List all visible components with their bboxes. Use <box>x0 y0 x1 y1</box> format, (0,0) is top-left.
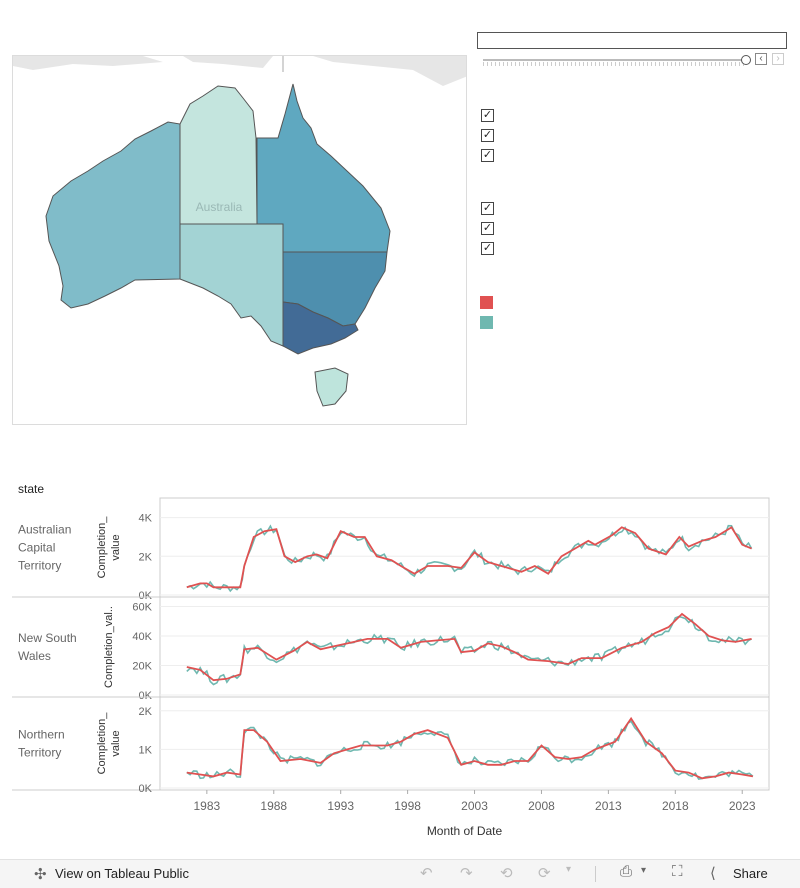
tableau-logo-icon: ✣ <box>34 866 47 883</box>
map-state-south-australia[interactable] <box>179 223 284 347</box>
y-tick-label: 2K <box>139 551 153 563</box>
x-tick-label: 2023 <box>729 799 756 813</box>
series-trend-line[interactable] <box>186 716 754 780</box>
share-icon[interactable]: ⟨ <box>710 865 716 882</box>
chevron-left-icon: ‹ <box>759 53 763 64</box>
map-state-tasmania[interactable] <box>314 367 349 407</box>
y-axis-title: value <box>110 730 122 756</box>
y-axis-title: Completion_ <box>96 712 108 775</box>
share-button[interactable]: Share <box>733 866 768 881</box>
y-tick-label: 0K <box>139 690 153 702</box>
refresh-dropdown-icon[interactable]: ▾ <box>566 864 572 875</box>
date-slider-ticks <box>483 62 745 66</box>
series-actual-line[interactable] <box>186 615 752 686</box>
filter-checkbox-6[interactable]: ✓ <box>481 242 494 255</box>
series-trend-line[interactable] <box>186 612 752 682</box>
filter-checkbox-5[interactable]: ✓ <box>481 222 494 235</box>
download-icon[interactable]: ⎙ <box>620 863 633 880</box>
x-tick-label: 2013 <box>595 799 622 813</box>
date-slider-track[interactable] <box>483 59 745 61</box>
state-row-label: Northern <box>18 728 65 742</box>
y-tick-label: 60K <box>132 601 152 613</box>
series-actual-line[interactable] <box>186 720 754 780</box>
refresh-icon[interactable]: ⟳ <box>538 865 551 882</box>
slider-step-forward-button[interactable]: › <box>772 53 784 65</box>
map-country-label: Australia <box>196 200 243 214</box>
x-tick-label: 1993 <box>327 799 354 813</box>
state-row-label: Capital <box>18 541 55 555</box>
map-canvas: Australia <box>13 56 466 407</box>
x-tick-label: 2018 <box>662 799 689 813</box>
chevron-right-icon: › <box>776 53 780 64</box>
x-tick-label: 2008 <box>528 799 555 813</box>
filter-checkbox-4[interactable]: ✓ <box>481 202 494 215</box>
legend-swatch-actual[interactable] <box>480 316 493 329</box>
revert-icon[interactable]: ⟲ <box>500 865 513 882</box>
australia-map[interactable]: Australia <box>12 55 467 425</box>
y-tick-label: 20K <box>132 660 152 672</box>
y-axis-title: Completion_val.. <box>103 606 115 688</box>
download-dropdown-icon[interactable]: ▾ <box>641 865 647 876</box>
legend-swatch-trend[interactable] <box>480 296 493 309</box>
filter-checkbox-2[interactable]: ✓ <box>481 129 494 142</box>
view-on-tableau-public-link[interactable]: View on Tableau Public <box>55 866 189 881</box>
toolbar-divider <box>595 866 596 882</box>
state-row-label: New South <box>18 631 77 645</box>
redo-icon[interactable]: ↷ <box>460 865 473 882</box>
y-tick-label: 4K <box>139 513 153 525</box>
y-tick-label: 2K <box>139 706 153 718</box>
slider-step-back-button[interactable]: ‹ <box>755 53 767 65</box>
map-neighbor-land <box>13 56 466 86</box>
state-row-label: Wales <box>18 649 51 663</box>
y-tick-label: 0K <box>139 590 153 602</box>
y-tick-label: 40K <box>132 631 152 643</box>
state-row-label: Territory <box>18 746 61 760</box>
y-tick-label: 1K <box>139 744 153 756</box>
state-column-header: state <box>18 482 45 496</box>
x-tick-label: 2003 <box>461 799 488 813</box>
map-state-victoria[interactable] <box>282 301 359 355</box>
x-tick-label: 1983 <box>193 799 220 813</box>
y-axis-title: Completion_ <box>96 516 108 579</box>
x-tick-label: 1998 <box>394 799 421 813</box>
date-slider-handle[interactable] <box>741 55 751 65</box>
date-filter-input[interactable] <box>477 32 787 49</box>
filter-checkbox-3[interactable]: ✓ <box>481 149 494 162</box>
y-tick-label: 0K <box>139 783 153 795</box>
state-row-label: Australian <box>18 523 71 537</box>
undo-icon[interactable]: ↶ <box>420 865 433 882</box>
map-state-western-australia[interactable] <box>45 121 181 309</box>
filter-checkbox-1[interactable]: ✓ <box>481 109 494 122</box>
y-axis-title: value <box>110 534 122 560</box>
tableau-toolbar: ✣ View on Tableau Public ↶ ↷ ⟲ ⟳ ▾ ⎙ ▾ ⛶… <box>0 859 800 888</box>
series-trend-line[interactable] <box>186 526 752 589</box>
x-axis-title: Month of Date <box>427 824 503 838</box>
state-row-label: Territory <box>18 559 61 573</box>
fullscreen-icon[interactable]: ⛶ <box>672 863 683 880</box>
x-tick-label: 1988 <box>260 799 287 813</box>
